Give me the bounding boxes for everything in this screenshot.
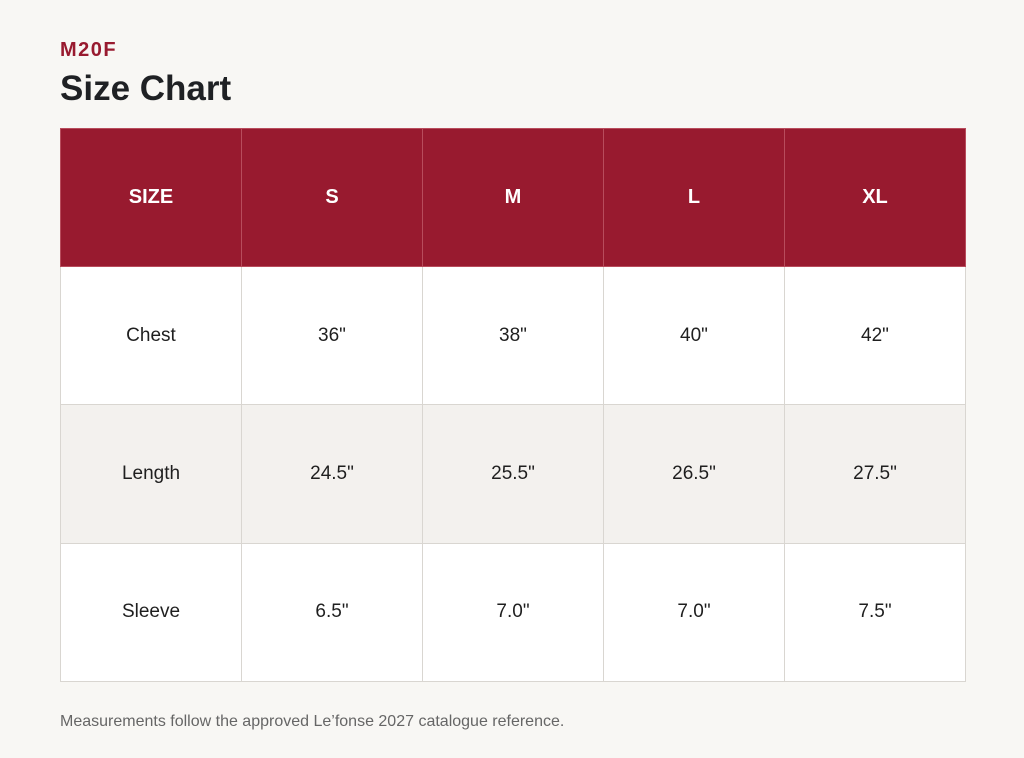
header-m: M <box>422 128 604 267</box>
table-cell: 24.5" <box>241 404 423 544</box>
page-title: Size Chart <box>60 69 232 108</box>
table-cell: 40" <box>603 265 785 406</box>
footnote: Measurements follow the approved Le’fons… <box>60 713 565 730</box>
header-l: L <box>603 128 785 267</box>
table-cell: 7.5" <box>784 542 966 683</box>
table-cell: 25.5" <box>422 404 604 544</box>
row-label: Length <box>60 404 242 544</box>
table-cell: 27.5" <box>784 404 966 544</box>
header-xl: XL <box>784 128 966 267</box>
table-row-chest: Chest 36" 38" 40" 42" <box>60 265 966 406</box>
table-cell: 7.0" <box>422 542 604 683</box>
table-header-row: SIZE S M L XL <box>60 128 966 267</box>
table-cell: 6.5" <box>241 542 423 683</box>
table-cell: 36" <box>241 265 423 406</box>
brand-label: M20F <box>60 39 118 61</box>
table-row-length: Length 24.5" 25.5" 26.5" 27.5" <box>60 404 966 544</box>
header-s: S <box>241 128 423 267</box>
table-cell: 7.0" <box>603 542 785 683</box>
header-size: SIZE <box>60 128 242 267</box>
table-row-sleeve: Sleeve 6.5" 7.0" 7.0" 7.5" <box>60 542 966 683</box>
row-label: Sleeve <box>60 542 242 683</box>
row-label: Chest <box>60 265 242 406</box>
table-cell: 26.5" <box>603 404 785 544</box>
table-cell: 38" <box>422 265 604 406</box>
size-chart-table: SIZE S M L XL Chest 36" 38" 40" 42" Leng… <box>60 128 966 683</box>
table-cell: 42" <box>784 265 966 406</box>
